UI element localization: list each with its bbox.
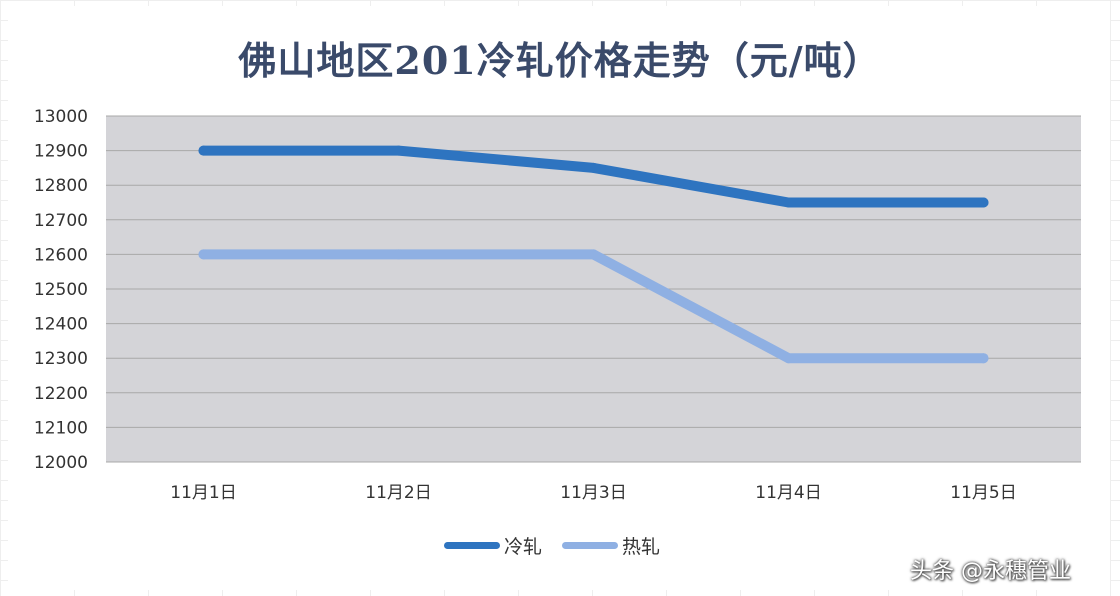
- y-tick-label: 12900: [34, 142, 88, 162]
- data-point[interactable]: [393, 249, 404, 260]
- y-tick-label: 12700: [34, 211, 88, 231]
- data-point[interactable]: [198, 249, 209, 260]
- x-tick-label: 11月3日: [560, 483, 626, 503]
- data-point[interactable]: [198, 145, 209, 156]
- y-axis-ticks: 13000 12900 12800 12700 12600 12500 12400 12300…: [34, 107, 88, 473]
- y-tick-label: 13000: [34, 107, 88, 127]
- x-tick-label: 11月5日: [950, 483, 1016, 503]
- x-axis-ticks: 11月1日 11月2日 11月3日 11月4日 11月5日: [170, 483, 1016, 503]
- x-tick-label: 11月2日: [365, 483, 431, 503]
- legend-item-hot: 热轧: [562, 532, 660, 559]
- legend-swatch-hot: [562, 542, 619, 549]
- legend-swatch-cold: [444, 542, 500, 549]
- y-tick-label: 12400: [34, 315, 88, 335]
- y-tick-label: 12000: [34, 453, 88, 473]
- y-tick-label: 12600: [34, 245, 88, 265]
- watermark: 头条 @永穗管业: [910, 559, 1071, 584]
- series-lines: [198, 145, 989, 364]
- y-tick-label: 12800: [34, 176, 88, 196]
- y-tick-label: 12200: [34, 384, 88, 404]
- data-point[interactable]: [588, 162, 599, 173]
- data-point[interactable]: [783, 197, 794, 208]
- x-tick-label: 11月4日: [755, 483, 821, 503]
- data-point[interactable]: [783, 353, 794, 364]
- legend-item-cold: 冷轧: [444, 532, 542, 559]
- legend: 冷轧 热轧: [444, 532, 660, 559]
- y-tick-label: 12300: [34, 349, 88, 369]
- x-tick-label: 11月1日: [170, 483, 236, 503]
- data-point[interactable]: [588, 249, 599, 260]
- y-tick-label: 12100: [34, 418, 88, 438]
- y-tick-label: 12500: [34, 280, 88, 300]
- legend-label-hot: 热轧: [622, 536, 661, 558]
- chart-title: 佛山地区201冷轧价格走势（元/吨）: [238, 38, 882, 83]
- legend-label-cold: 冷轧: [504, 536, 543, 558]
- data-point[interactable]: [393, 145, 404, 156]
- data-point[interactable]: [978, 197, 989, 208]
- data-point[interactable]: [978, 353, 989, 364]
